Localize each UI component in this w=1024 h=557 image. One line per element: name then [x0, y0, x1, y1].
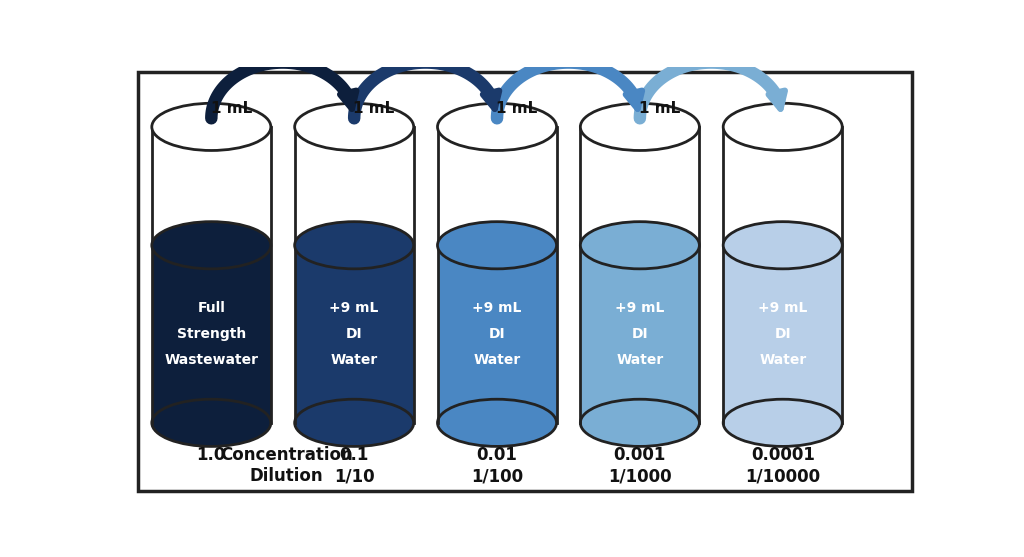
- Text: 1/10000: 1/10000: [745, 467, 820, 486]
- Text: Water: Water: [473, 353, 520, 367]
- Ellipse shape: [295, 399, 414, 446]
- Text: 1/10: 1/10: [334, 467, 375, 486]
- Text: Wastewater: Wastewater: [164, 353, 258, 367]
- Text: 1.0: 1.0: [197, 446, 226, 464]
- Text: 1 mL: 1 mL: [497, 101, 538, 116]
- Text: 1 mL: 1 mL: [211, 101, 252, 116]
- Text: Concentration: Concentration: [220, 446, 353, 464]
- Ellipse shape: [581, 399, 699, 446]
- Ellipse shape: [437, 222, 557, 269]
- Bar: [437, 127, 557, 245]
- Text: +9 mL: +9 mL: [472, 301, 521, 315]
- Text: 1 mL: 1 mL: [639, 101, 680, 116]
- Bar: [581, 245, 699, 423]
- Bar: [152, 127, 270, 245]
- Text: +9 mL: +9 mL: [758, 301, 807, 315]
- Ellipse shape: [723, 399, 842, 446]
- Ellipse shape: [581, 222, 699, 269]
- Bar: [723, 245, 842, 423]
- Text: Strength: Strength: [177, 327, 246, 341]
- Text: +9 mL: +9 mL: [615, 301, 665, 315]
- Ellipse shape: [437, 399, 557, 446]
- Text: Water: Water: [331, 353, 378, 367]
- Ellipse shape: [295, 103, 414, 150]
- Bar: [437, 245, 557, 423]
- Ellipse shape: [295, 222, 414, 269]
- Text: Dilution: Dilution: [250, 467, 324, 486]
- Text: DI: DI: [632, 327, 648, 341]
- Bar: [581, 127, 699, 245]
- Text: 1/1000: 1/1000: [608, 467, 672, 486]
- Text: Full: Full: [198, 301, 225, 315]
- Text: DI: DI: [774, 327, 791, 341]
- Ellipse shape: [152, 399, 270, 446]
- Ellipse shape: [152, 222, 270, 269]
- Text: 0.01: 0.01: [476, 446, 517, 464]
- Text: DI: DI: [346, 327, 362, 341]
- Text: Water: Water: [759, 353, 806, 367]
- Bar: [295, 127, 414, 245]
- Bar: [295, 245, 414, 423]
- Text: 0.0001: 0.0001: [751, 446, 815, 464]
- Text: DI: DI: [488, 327, 505, 341]
- Ellipse shape: [723, 103, 842, 150]
- Bar: [152, 245, 270, 423]
- Ellipse shape: [152, 103, 270, 150]
- Text: 1 mL: 1 mL: [353, 101, 394, 116]
- Ellipse shape: [437, 103, 557, 150]
- Ellipse shape: [723, 222, 842, 269]
- Text: 1/100: 1/100: [471, 467, 523, 486]
- Ellipse shape: [581, 103, 699, 150]
- Text: 0.1: 0.1: [340, 446, 369, 464]
- Text: Water: Water: [616, 353, 664, 367]
- Bar: [723, 127, 842, 245]
- Text: +9 mL: +9 mL: [330, 301, 379, 315]
- Text: 0.001: 0.001: [613, 446, 666, 464]
